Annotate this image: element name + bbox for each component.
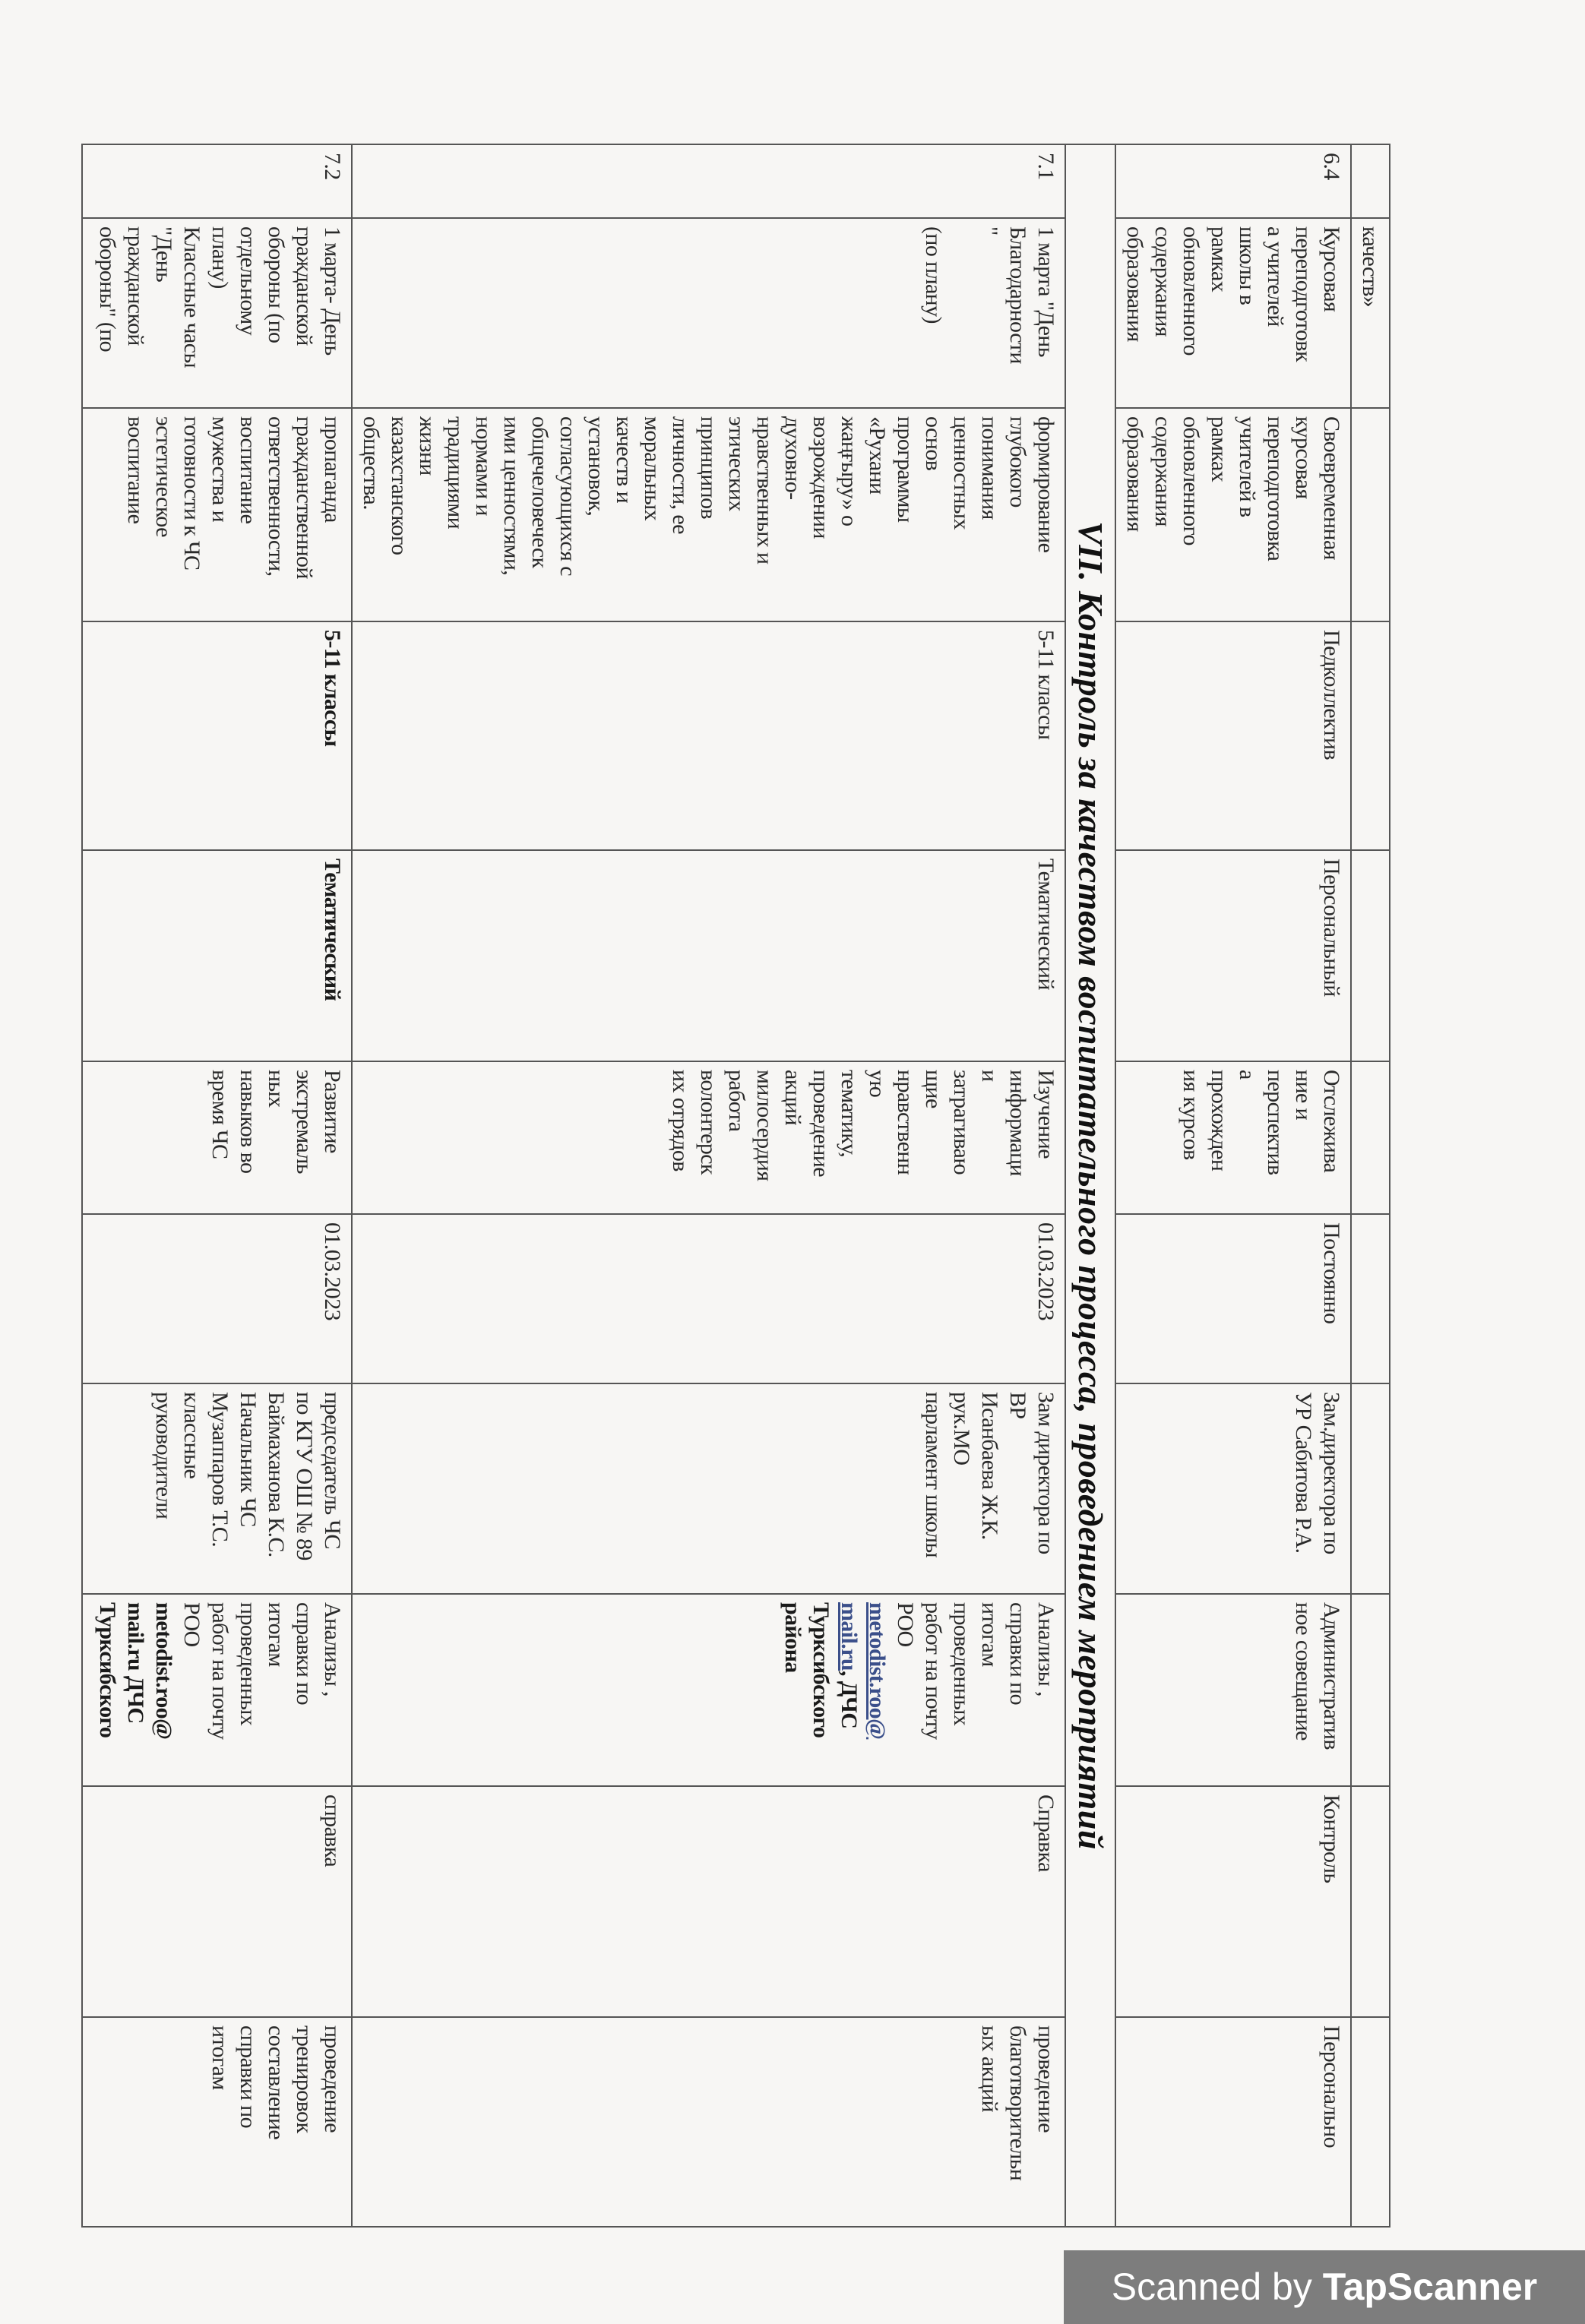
cell-result-document: Справка bbox=[352, 1786, 1065, 2017]
cell-result-document: справка bbox=[82, 1786, 352, 2017]
cell-result-document bbox=[1351, 1786, 1390, 2017]
cell-object bbox=[1351, 621, 1390, 850]
cell-topic: 1 марта- День гражданской обороны (по от… bbox=[82, 218, 352, 408]
cell-text: Анализы , справки по итогам проведенных … bbox=[179, 1602, 345, 1740]
control-plan-table: качеств» 6.4 Курсовая переподготовк а учит… bbox=[81, 144, 1390, 2228]
cell-notes: проведение тренировок составление справк… bbox=[82, 2017, 352, 2227]
cell-deadline: 01.03.2023 bbox=[352, 1214, 1065, 1383]
cell-text: Анализы , справки по итогам проведенных … bbox=[893, 1602, 1058, 1740]
cell-number: 6.4 bbox=[1115, 144, 1351, 218]
cell-control-type: Персональный bbox=[1115, 850, 1351, 1061]
table-row: качеств» bbox=[1351, 144, 1390, 2227]
cell-responsible: Зам директора по ВР Исанбаева Ж.К. рук.М… bbox=[352, 1383, 1065, 1594]
cell-number bbox=[1351, 144, 1390, 218]
cell-review-place: Анализы , справки по итогам проведенных … bbox=[352, 1594, 1065, 1786]
cell-methods: Отслежива ние и перспектив а прохожден и… bbox=[1115, 1061, 1351, 1214]
cell-control-type: Тематический bbox=[352, 850, 1065, 1061]
cell-responsible: Зам.директора по УР Сабитова Р.А. bbox=[1115, 1383, 1351, 1594]
table-row: 7.2 1 марта- День гражданской обороны (по… bbox=[82, 144, 352, 2227]
cell-notes bbox=[1351, 2017, 1390, 2227]
cell-goal: пропаганда гражданственной ответственнос… bbox=[82, 408, 352, 621]
cell-deadline: 01.03.2023 bbox=[82, 1214, 352, 1383]
cell-goal: Своевременная курсовая переподготовка уч… bbox=[1115, 408, 1351, 621]
cell-number: 7.2 bbox=[82, 144, 352, 218]
watermark-brand: TapScanner bbox=[1322, 2266, 1538, 2308]
cell-object: 5-11 классы bbox=[82, 621, 352, 850]
cell-control-type: Тематический bbox=[82, 850, 352, 1061]
cell-responsible: председатель ЧС по КГУ ОШ № 89 Баймахано… bbox=[82, 1383, 352, 1594]
cell-deadline bbox=[1351, 1214, 1390, 1383]
table-row: 6.4 Курсовая переподготовк а учителей шко… bbox=[1115, 144, 1351, 2227]
table-row: 7.1 1 марта "День Благодарности " (по пла… bbox=[352, 144, 1065, 2227]
cell-review-place: Административ ное совещание bbox=[1115, 1594, 1351, 1786]
cell-notes: Персонально bbox=[1115, 2017, 1351, 2227]
cell-number: 7.1 bbox=[352, 144, 1065, 218]
cell-goal bbox=[1351, 408, 1390, 621]
cell-object: Педколлектив bbox=[1115, 621, 1351, 850]
cell-review-place: Анализы , справки по итогам проведенных … bbox=[82, 1594, 352, 1786]
cell-text: Тематический bbox=[320, 858, 345, 1001]
cell-review-place bbox=[1351, 1594, 1390, 1786]
cell-text: metodist.roo@ mail.ru ДЧС Турксибского bbox=[95, 1602, 176, 1740]
cell-methods: Развитие экстремаль ных навыков во время… bbox=[82, 1061, 352, 1214]
cell-result-document: Контроль bbox=[1115, 1786, 1351, 2017]
cell-responsible bbox=[1351, 1383, 1390, 1594]
cell-topic: 1 марта "День Благодарности " (по плану) bbox=[352, 218, 1065, 408]
cell-deadline: Постоянно bbox=[1115, 1214, 1351, 1383]
section-title: VII. Контроль за качеством воспитательно… bbox=[1065, 144, 1115, 2227]
cell-notes: проведение благотворительн ых акций bbox=[352, 2017, 1065, 2227]
section-header-row: VII. Контроль за качеством воспитательно… bbox=[1065, 144, 1115, 2227]
cell-control-type bbox=[1351, 850, 1390, 1061]
cell-topic: Курсовая переподготовк а учителей школы … bbox=[1115, 218, 1351, 408]
cell-goal: формирование глубокого понимания ценност… bbox=[352, 408, 1065, 621]
cell-methods bbox=[1351, 1061, 1390, 1214]
watermark-prefix: Scanned by bbox=[1111, 2266, 1323, 2308]
cell-object: 5-11 классы bbox=[352, 621, 1065, 850]
cell-methods: Изучение информаци и затрагиваю щие нрав… bbox=[352, 1061, 1065, 1214]
cell-topic: качеств» bbox=[1351, 218, 1390, 408]
cell-text: 5-11 классы bbox=[320, 630, 345, 747]
tapscanner-watermark: Scanned by TapScanner bbox=[1064, 2250, 1585, 2324]
